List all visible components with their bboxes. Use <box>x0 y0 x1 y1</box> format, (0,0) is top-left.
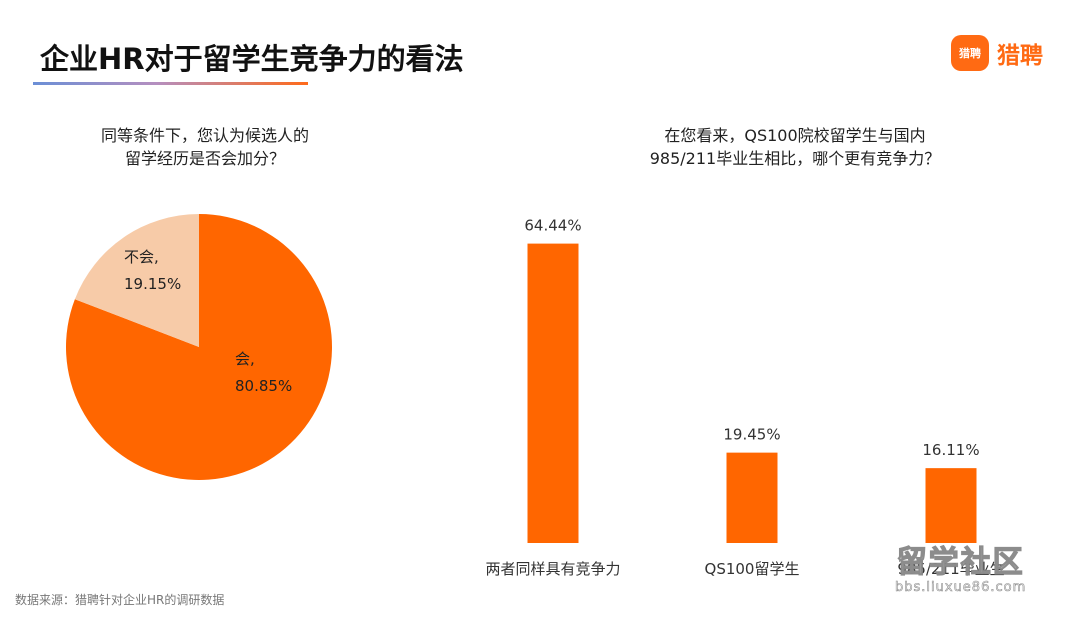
bar-category-label: 两者同样具有竞争力 <box>485 560 620 578</box>
bar-category-label: 985/211毕业生 <box>897 560 1004 578</box>
logo-mark-text: 猎聘 <box>959 47 981 60</box>
bar-chart-title-line: 在您看来，QS100院校留学生与国内 <box>664 126 926 145</box>
pie-chart-title-line: 同等条件下，您认为候选人的 <box>100 126 309 145</box>
pie-chart-title-line: 留学经历是否会加分？ <box>124 149 285 168</box>
brand-logo: 猎聘 猎聘 <box>951 35 1043 71</box>
pie-slice-value-label: 80.85% <box>235 377 292 395</box>
bar-chart-title-line: 985/211毕业生相比，哪个更有竞争力？ <box>649 149 941 168</box>
pie-slice-label: 不会, <box>124 248 159 266</box>
logo-icon: 猎聘 <box>951 35 989 71</box>
logo-text: 猎聘 <box>997 43 1043 69</box>
pie-slice <box>66 214 333 481</box>
data-source-note: 数据来源：猎聘针对企业HR的调研数据 <box>15 593 225 607</box>
bar <box>925 468 977 543</box>
pie-slice-label: 会, <box>235 350 255 368</box>
bar-chart-title: 在您看来，QS100院校留学生与国内 985/211毕业生相比，哪个更有竞争力？ <box>585 124 1005 170</box>
bar-category-label: QS100留学生 <box>705 560 800 578</box>
bar <box>527 243 579 543</box>
pie-chart-title: 同等条件下，您认为候选人的 留学经历是否会加分？ <box>40 124 370 170</box>
bar-value-label: 16.11% <box>922 441 979 459</box>
pie-slice-value-label: 19.15% <box>124 275 181 293</box>
bar <box>726 452 778 543</box>
pie-slice <box>74 214 199 347</box>
title-underline <box>33 82 308 85</box>
bar-value-label: 64.44% <box>524 217 581 235</box>
bar-value-label: 19.45% <box>723 426 780 444</box>
page-title: 企业HR对于留学生竞争力的看法 <box>40 42 464 76</box>
